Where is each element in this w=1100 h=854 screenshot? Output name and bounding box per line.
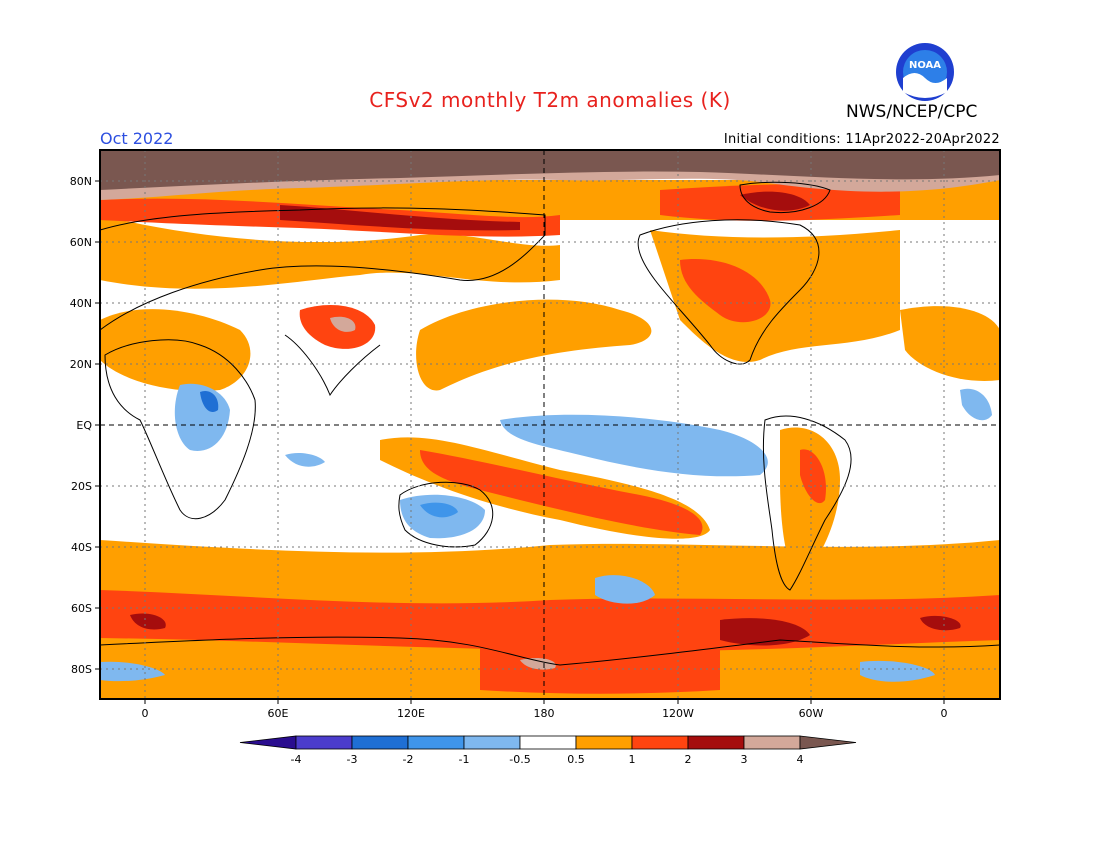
colorbar-swatch xyxy=(519,735,577,750)
south-america-outline xyxy=(762,415,852,591)
colorbar-swatch xyxy=(295,735,353,750)
colorbar-label: -4 xyxy=(291,753,302,766)
lat-label: 40S xyxy=(71,541,92,554)
us-red xyxy=(680,259,771,323)
lat-label: 80S xyxy=(71,663,92,676)
reference-lines xyxy=(100,150,1000,699)
equatorial-pacific-cool xyxy=(500,414,768,477)
colorbar-swatch xyxy=(575,735,633,750)
lon-label: 60E xyxy=(268,707,289,720)
eurasia-warm xyxy=(100,215,560,289)
indian-ocean-cool xyxy=(285,452,325,467)
colorbar-label: 3 xyxy=(741,753,748,766)
europe-east-warm xyxy=(900,306,1000,381)
arctic-brown xyxy=(100,150,1000,190)
lon-label: 60W xyxy=(799,707,824,720)
lon-label: 0 xyxy=(941,707,948,720)
greenland-darkred xyxy=(740,191,810,211)
lon-label: 0 xyxy=(142,707,149,720)
axis-ticks xyxy=(95,180,945,704)
initial-conditions: Initial conditions: 11Apr2022-20Apr2022 xyxy=(723,132,1000,147)
siberia-darkred xyxy=(280,205,520,231)
lat-label: 60N xyxy=(70,236,92,249)
colorbar-swatches xyxy=(239,735,857,750)
africa-core-cool xyxy=(200,390,219,412)
south-pacific-cool xyxy=(595,575,655,604)
chart-title: CFSv2 monthly T2m anomalies (K) xyxy=(369,88,731,112)
latitude-labels: 80N 60N 40N 20N EQ 20S 40S 60S 80S xyxy=(70,175,93,676)
lon-label: 180 xyxy=(534,707,555,720)
australia-outline xyxy=(398,481,494,548)
ross-sea-red xyxy=(480,640,720,694)
north-africa-warm xyxy=(100,309,251,391)
colorbar-label: 0.5 xyxy=(567,753,585,766)
colorbar-swatch xyxy=(687,735,745,750)
antarctic-cool-west xyxy=(100,661,165,682)
noaa-logo-text: NOAA xyxy=(909,60,941,71)
lat-label: EQ xyxy=(76,419,92,432)
south-atlantic-darkred xyxy=(130,613,166,630)
colorbar-arrow-low xyxy=(239,735,297,750)
colorbar-label: 1 xyxy=(629,753,636,766)
longitude-labels: 0 60E 120E 180 120W 60W 0 xyxy=(142,707,948,720)
colorbar-swatch xyxy=(631,735,689,750)
colorbar-label: -3 xyxy=(347,753,358,766)
antarctica-outline xyxy=(100,636,1000,666)
coastlines xyxy=(100,181,1000,666)
africa-east-cool xyxy=(960,388,992,421)
eurasia-outline xyxy=(100,207,546,331)
colorbar-label: -1 xyxy=(459,753,470,766)
colorbar-swatch xyxy=(351,735,409,750)
australia-core-cool xyxy=(420,502,458,518)
colorbar-label: 2 xyxy=(685,753,692,766)
brazil-red xyxy=(800,449,826,504)
colorbar-swatch xyxy=(463,735,521,750)
ross-tan xyxy=(520,657,556,670)
south-atlantic-east-darkred xyxy=(920,615,961,631)
anomaly-fields xyxy=(100,150,1000,699)
south-asia-outline xyxy=(284,334,381,397)
lon-label: 120W xyxy=(662,707,694,720)
south-america-warm xyxy=(780,427,840,580)
colorbar-labels: -4 -3 -2 -1 -0.5 0.5 1 2 3 4 xyxy=(291,753,804,766)
lon-label: 120E xyxy=(397,707,425,720)
colorbar-swatch xyxy=(743,735,801,750)
south-pacific-red xyxy=(420,450,703,535)
lat-label: 60S xyxy=(71,602,92,615)
colorbar-label: -0.5 xyxy=(509,753,530,766)
organization-label: NWS/NCEP/CPC xyxy=(846,102,978,122)
colorbar-label: 4 xyxy=(797,753,804,766)
lat-label: 80N xyxy=(70,175,92,188)
lat-label: 20N xyxy=(70,358,92,371)
colorbar-swatch xyxy=(407,735,465,750)
forecast-month: Oct 2022 xyxy=(100,129,174,148)
africa-outline xyxy=(104,339,256,520)
colorbar-arrow-high xyxy=(799,735,857,750)
greenland-outline xyxy=(739,181,831,214)
tibet-tan xyxy=(330,316,356,332)
north-pacific-warm xyxy=(416,299,652,391)
amundsen-darkred xyxy=(720,618,810,646)
antarctic-cool-east xyxy=(860,660,935,682)
lat-label: 40N xyxy=(70,297,92,310)
lat-label: 20S xyxy=(71,480,92,493)
colorbar-label: -2 xyxy=(403,753,414,766)
noaa-logo: NOAA xyxy=(895,42,955,102)
north-america-outline xyxy=(637,219,820,365)
colorbar: -4 -3 -2 -1 -0.5 0.5 1 2 3 4 xyxy=(239,735,857,766)
graticule xyxy=(100,150,1000,699)
